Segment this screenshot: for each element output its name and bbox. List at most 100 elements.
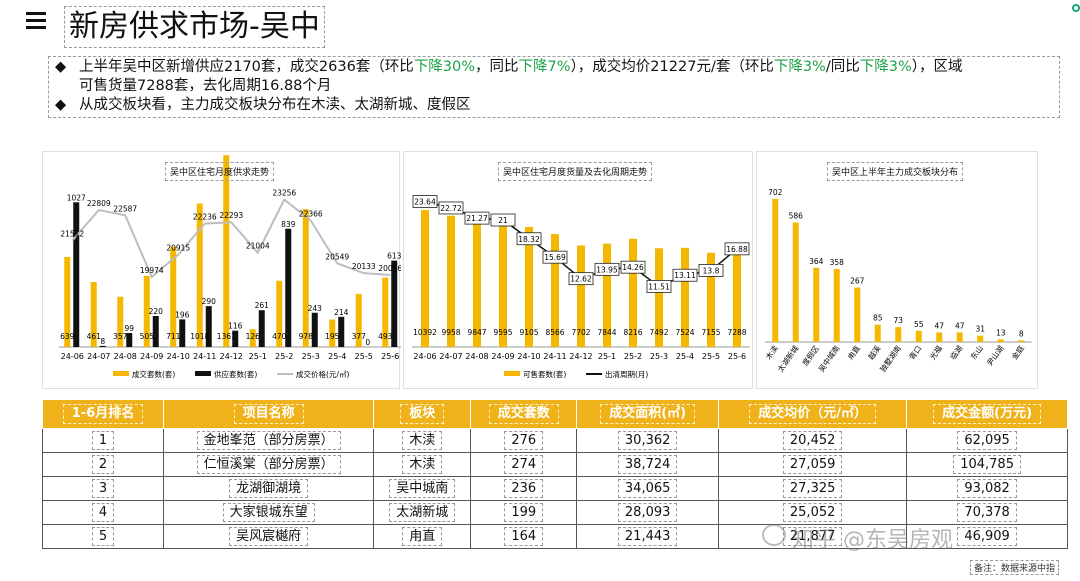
data-label-deals: 493 <box>378 332 393 341</box>
data-label-supply: 214 <box>334 308 349 317</box>
bar-stock <box>525 226 533 347</box>
bullet-text: 可售货量7288套，去化周期16.88个月 <box>79 78 332 94</box>
table-cell: 20,452 <box>718 428 908 453</box>
label-box <box>464 211 490 225</box>
x-tick-label: 临湖 <box>948 343 965 361</box>
bar-district <box>772 198 779 342</box>
x-tick-label: 24-10 <box>517 352 540 361</box>
data-label-district: 47 <box>955 321 965 330</box>
table-cell: 金地峯范（部分房票） <box>163 428 375 453</box>
highlight-text: 下降3% <box>773 59 826 75</box>
label-box <box>438 201 464 215</box>
x-tick-label: 东山 <box>968 343 985 361</box>
data-label-stock: 7155 <box>701 328 720 337</box>
bar-stock <box>629 238 637 347</box>
data-label-supply: 261 <box>255 301 270 310</box>
district-chart: 702 木渎 586 太湖新城 364 度假区 358 吴中城南 267 甪直 85 越溪 73 独墅湖南… <box>763 188 1032 374</box>
table-cell: 3 <box>41 476 165 501</box>
table-cell: 25,052 <box>718 500 908 525</box>
table-header-cell: 板块 <box>373 399 472 429</box>
data-label-price: 22293 <box>219 211 243 220</box>
watermark: 知乎 @东吴房观 <box>792 528 953 553</box>
label-box <box>568 272 594 286</box>
bar-deals <box>117 296 124 347</box>
bullet-text: /同比 <box>825 59 860 75</box>
table-cell: 236 <box>470 476 578 501</box>
x-tick-label: 24-12 <box>220 352 243 361</box>
data-label-price: 21512 <box>60 230 84 239</box>
x-tick-label: 24-08 <box>465 352 488 361</box>
data-label-supply: 116 <box>228 322 243 331</box>
label-box <box>516 232 542 246</box>
chart-title: 吴中区住宅月度供求走势 <box>165 162 275 181</box>
bar-supply <box>391 260 398 347</box>
data-label-district: 364 <box>809 257 824 266</box>
bullet-text: ），成交均价21227元/套（环比 <box>570 59 774 75</box>
data-label-price: 22809 <box>87 199 111 208</box>
data-label-stock: 7492 <box>649 328 668 337</box>
bar-supply <box>99 345 106 347</box>
bar-district <box>997 339 1004 342</box>
bar-deals <box>249 329 256 347</box>
supply-demand-chart-panel: 639 1027 24-06 461 8 24-07 357 99 24-08 505 220 24-… <box>42 151 401 389</box>
x-tick-label: 25-2 <box>624 352 642 361</box>
table-header-cell: 成交均价（元/㎡） <box>718 399 908 429</box>
corner-indicator <box>1072 4 1080 12</box>
x-tick-label: 24-11 <box>193 352 216 361</box>
x-tick-label: 24-10 <box>167 352 190 361</box>
bar-district <box>874 324 881 342</box>
bar-supply <box>73 202 80 347</box>
data-label-cycle: 13.8 <box>703 266 720 275</box>
project-ranking-table: 1-6月排名 项目名称 板块 成交套数 成交面积(㎡) 成交均价（元/㎡） 成交金额(万元)… <box>41 399 1068 549</box>
data-label-cycle: 18.32 <box>518 235 540 244</box>
bar-deals <box>329 319 336 347</box>
bar-deals <box>143 275 150 347</box>
data-label-price: 19974 <box>140 266 164 275</box>
table-cell: 龙湖御湖境 <box>163 476 375 501</box>
table-cell: 木渎 <box>373 428 472 453</box>
data-label-supply: 8 <box>100 337 105 346</box>
menu-icon[interactable] <box>26 12 46 30</box>
table-cell: 木渎 <box>373 452 472 477</box>
label-box <box>698 264 724 277</box>
x-tick-label: 24-07 <box>439 352 462 361</box>
table-cell: 4 <box>41 500 165 525</box>
bar-stock <box>603 243 611 347</box>
x-tick-label: 24-09 <box>140 352 163 361</box>
bar-district <box>854 287 861 342</box>
page-title: 新房供求市场-吴中 <box>64 6 325 48</box>
bar-district <box>792 222 799 342</box>
x-tick-label: 木渎 <box>763 343 780 361</box>
table-cell: 5 <box>41 524 165 549</box>
table-row: 3 龙湖御湖境 吴中城南 236 34,065 27,325 93,082 <box>41 476 1068 501</box>
data-label-supply: 220 <box>149 307 164 316</box>
x-tick-label: 25-6 <box>728 352 746 361</box>
data-label-stock: 7702 <box>571 328 590 337</box>
x-tick-label: 光福 <box>927 343 944 361</box>
table-body: 1 金地峯范（部分房票） 木渎 276 30,362 20,452 62,095 2 仁恒溪棠（… <box>41 428 1068 549</box>
bar-stock <box>551 234 559 347</box>
x-tick-label: 尹山湖 <box>984 343 1005 367</box>
bullet-text: 上半年吴中区新增供应2170套，成交2636套（环比 <box>79 59 414 75</box>
legend-swatch <box>195 371 211 376</box>
bar-supply <box>126 333 133 347</box>
table-header-row: 1-6月排名 项目名称 板块 成交套数 成交面积(㎡) 成交均价（元/㎡） 成交金额(万元) <box>41 399 1068 429</box>
data-label-district: 586 <box>789 211 804 220</box>
bar-stock <box>447 215 455 347</box>
label-box <box>412 195 438 208</box>
data-label-stock: 7288 <box>727 328 746 337</box>
bar-district <box>813 267 820 342</box>
data-label-stock: 9105 <box>519 328 538 337</box>
x-tick-label: 独墅湖南 <box>877 343 903 374</box>
label-box <box>646 280 672 293</box>
label-box <box>490 213 516 227</box>
highlight-text: 下降30% <box>413 59 476 75</box>
bar-supply <box>152 316 159 347</box>
bar-district <box>833 268 840 342</box>
data-label-district: 702 <box>768 188 783 197</box>
x-tick-label: 25-2 <box>275 352 293 361</box>
data-label-cycle: 22.72 <box>440 204 462 213</box>
data-label-stock: 10392 <box>413 328 437 337</box>
bar-supply <box>258 310 265 347</box>
